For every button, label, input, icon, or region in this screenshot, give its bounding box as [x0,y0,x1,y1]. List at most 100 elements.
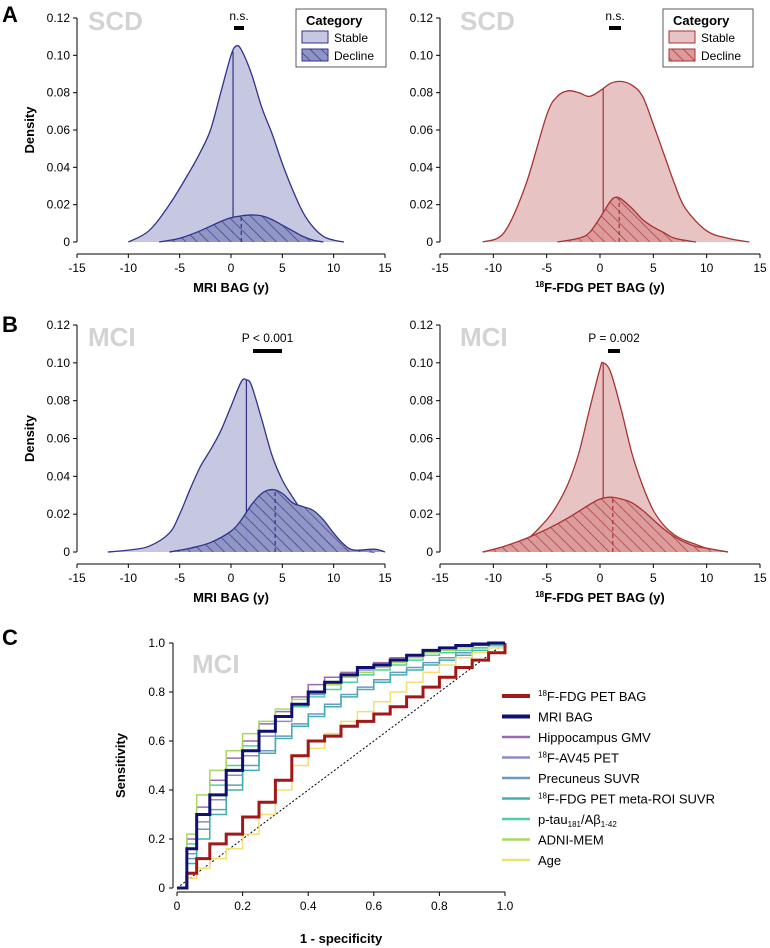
density-curve-decline [159,214,324,243]
roc-curve-7 [177,642,505,889]
panel-label-a: A [2,2,18,27]
x-tick-label: -10 [120,571,138,585]
panel-label-c: C [2,625,18,650]
roc-legend-name: p-tau [538,812,568,827]
y-tick-label: 0.08 [47,394,71,408]
y-tick-label: 0.12 [47,11,71,25]
y-tick-label: 0.12 [410,318,434,332]
roc-curve-1 [177,641,505,890]
y-tick-label: 0.10 [47,48,71,62]
watermark: MCI [88,322,136,352]
y-tick-label: 0.04 [410,469,434,483]
x-axis-label: 18F-FDG PET BAG (y) [535,280,665,295]
chart-b-right: MCI 0 0.02 0.04 0.06 0.08 0.10 0.12 -15 -10 -5 0 5 10… [410,318,767,605]
x-tick-label: -10 [120,261,138,275]
x-tick-label: 10 [700,571,714,585]
y-tick-label: 0.2 [148,832,165,846]
chart-c-roc: 0 0.2 0.4 0.6 0.8 1.0 0 0.2 0.4 0.6 0.8 1.0 1 - spec… [113,636,715,946]
legend-blue-decline-swatch [301,48,329,62]
density-area-stable [482,362,728,552]
y-tick-label: 0.04 [47,469,71,483]
y-tick-label: 0 [158,881,165,895]
x-tick-label: 15 [378,261,392,275]
y-tick-label: 0 [63,545,70,559]
roc-legend-label-8: Age [538,853,561,868]
legend-blue-stable-swatch [301,30,329,44]
y-tick-label: 0.10 [410,356,434,370]
density-area-stable [107,378,375,552]
x-tick-label: 0.4 [300,899,317,913]
x-tick-label: -5 [174,261,185,275]
x-tick-label: 5 [279,571,286,585]
roc-legend-after: /Aβ [581,812,601,827]
y-tick-label: 0.6 [148,734,165,748]
density-area-stable [128,45,344,243]
y-tick-label: 0.06 [47,123,71,137]
y-tick-label: 0.02 [47,507,71,521]
x-axis-label: MRI BAG (y) [193,590,269,605]
x-axis-label-main: F-FDG PET BAG (y) [544,590,665,605]
x-axis-label-sup: 18 [535,590,544,599]
x-tick-label: -5 [541,261,552,275]
roc-legend-sup: 18 [538,689,547,698]
y-tick-label: 0.08 [47,86,71,100]
y-axis-label: Sensitivity [113,732,128,798]
significance-label: n.s. [605,9,624,23]
density-curve-decline [557,196,697,243]
roc-legend-name: F-AV45 PET [547,751,619,766]
y-tick-label: 1.0 [148,636,165,650]
x-axis-label: 18F-FDG PET BAG (y) [535,590,665,605]
density-area-stable [482,81,750,242]
y-tick-label: 0.8 [148,685,165,699]
legend-blue-stable-label: Stable [334,31,368,45]
y-tick-label: 0.10 [410,48,434,62]
x-tick-label: 15 [753,261,767,275]
density-curve-stable [128,44,345,243]
significance-bar [609,26,621,30]
roc-legend-sup: 18 [538,792,547,801]
significance-label: n.s. [229,9,248,23]
density-area-decline [557,197,696,242]
density-curve-decline [482,496,729,553]
x-tick-label: -10 [485,261,503,275]
roc-legend-sub: 181 [568,820,582,829]
y-tick-label: 0 [426,545,433,559]
y-tick-label: 0.4 [148,783,165,797]
x-tick-label: 0 [597,571,604,585]
roc-legend-label-3: 18F-AV45 PET [538,751,619,766]
x-tick-label: 0 [228,261,235,275]
watermark: SCD [88,6,143,36]
x-tick-label: 1.0 [497,899,514,913]
roc-legend-name: F-FDG PET meta-ROI SUVR [547,792,715,807]
roc-legend-sub2: 1-42 [601,820,618,829]
roc-legend-label-7: ADNI-MEM [538,833,604,848]
x-axis-label: MRI BAG (y) [193,280,269,295]
density-area-decline [482,497,728,552]
roc-legend-name: F-FDG PET BAG [547,689,646,704]
x-tick-label: 10 [327,261,341,275]
y-tick-label: 0.08 [410,86,434,100]
x-tick-label: -5 [541,571,552,585]
density-curve-decline [169,488,386,553]
roc-legend-label-1: MRI BAG [538,710,593,725]
panel-label-b: B [2,312,18,337]
density-curve-stable [482,80,750,243]
legend-red-decline-swatch [668,48,696,62]
x-tick-label: 0.2 [234,899,251,913]
x-tick-label: 15 [753,571,767,585]
y-tick-label: 0.06 [410,432,434,446]
roc-curve-9 [176,642,506,889]
legend-red-title: Category [673,13,730,28]
x-tick-label: 0 [174,899,181,913]
x-tick-label: -15 [431,571,449,585]
y-tick-label: 0.04 [410,160,434,174]
watermark: SCD [460,6,515,36]
chart-b-left: MCI 0 0.02 0.04 0.06 0.08 0.10 0.12 -15 -10 -5 0 5 10… [22,318,392,605]
y-tick-label: 0.06 [47,432,71,446]
x-tick-label: -15 [431,261,449,275]
x-tick-label: 10 [700,261,714,275]
x-tick-label: -10 [485,571,503,585]
roc-curve-0 [177,643,507,890]
y-tick-label: 0 [426,235,433,249]
y-axis-label: Density [22,106,37,154]
